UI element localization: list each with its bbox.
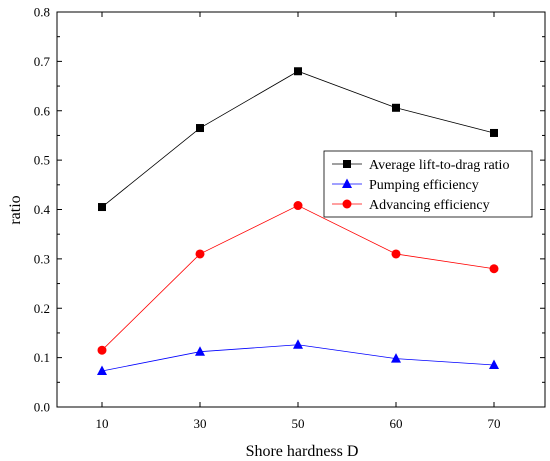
- data-point: [293, 339, 303, 349]
- x-tick-label: 10: [96, 416, 109, 431]
- data-point: [97, 365, 107, 375]
- legend-label: Average lift-to-drag ratio: [369, 158, 509, 173]
- data-point: [196, 124, 204, 133]
- data-point: [391, 249, 401, 259]
- series-line: [101, 205, 495, 351]
- data-point: [98, 203, 106, 212]
- legend: Average lift-to-drag ratio Pumping effici…: [323, 150, 533, 218]
- data-point: [294, 67, 302, 76]
- y-tick-label: 0.7: [34, 54, 51, 69]
- data-point: [489, 264, 499, 274]
- axes: 0.0 0.1 0.2 0.3 0.4 0.5 0.6 0.7 0.8 10 30 50 60 70: [34, 5, 546, 431]
- legend-marker: [343, 160, 351, 168]
- x-tick-label: 50: [292, 416, 305, 431]
- data-point: [391, 353, 401, 363]
- series-1: [97, 339, 499, 375]
- x-tick-label: 30: [194, 416, 207, 431]
- x-tick-label: 60: [390, 416, 403, 431]
- y-tick-label: 0.4: [34, 202, 51, 217]
- legend-marker: [342, 199, 352, 209]
- data-point: [489, 359, 499, 370]
- data-point: [195, 346, 205, 356]
- data-point: [490, 128, 498, 137]
- y-tick-label: 0.1: [34, 350, 50, 365]
- series-2: [97, 201, 499, 355]
- y-tick-label: 0.0: [34, 400, 50, 415]
- legend-label: Advancing efficiency: [369, 198, 490, 213]
- y-tick-label: 0.3: [34, 251, 50, 266]
- legend-label: Pumping efficiency: [369, 178, 479, 193]
- data-point: [195, 249, 205, 259]
- series-0: [98, 67, 498, 212]
- data-point: [293, 201, 303, 211]
- y-tick-label: 0.5: [34, 153, 50, 168]
- x-tick-label: 70: [488, 416, 501, 431]
- data-point: [97, 345, 107, 355]
- x-axis-title: Shore hardness D: [246, 443, 359, 460]
- legend-marker: [342, 178, 352, 188]
- y-axis-title: ratio: [7, 195, 24, 224]
- y-tick-label: 0.8: [34, 5, 50, 20]
- data-point: [392, 103, 400, 112]
- y-tick-label: 0.2: [34, 301, 50, 316]
- y-tick-label: 0.6: [34, 103, 51, 118]
- series-layer: [97, 67, 499, 375]
